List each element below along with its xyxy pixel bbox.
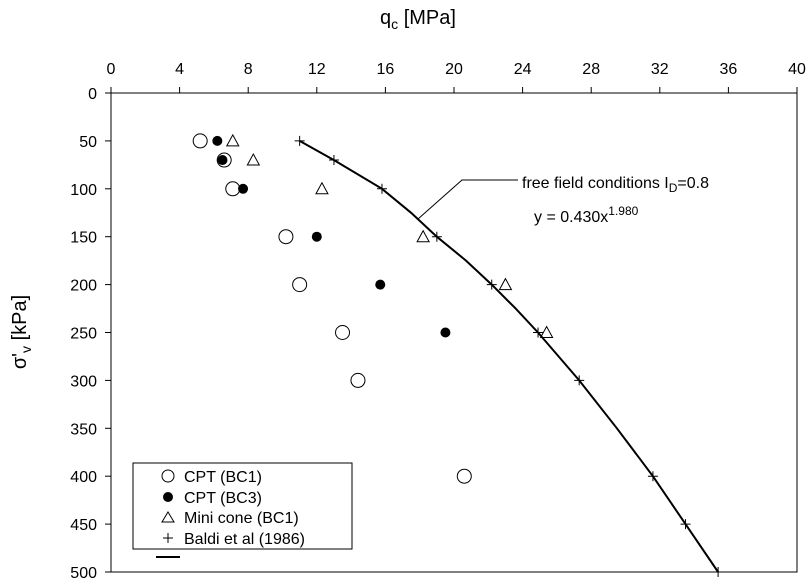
legend-label-1: CPT (BC3) — [184, 490, 262, 507]
mini-cone-point — [225, 133, 240, 147]
y-tick-label: 450 — [70, 517, 97, 534]
legend-marker-open-circle — [161, 469, 175, 483]
cpt-bc1-point — [225, 181, 241, 197]
legend-label-3: Baldi et al (1986) — [184, 531, 305, 548]
y-tick-label: 500 — [70, 565, 97, 582]
cpt-bc1-point — [456, 468, 472, 484]
fit-annotation: free field conditions ID=0.8 y = 0.430x1… — [417, 175, 709, 226]
x-tick-label: 8 — [244, 61, 253, 78]
fit-label: free field conditions ID=0.8 — [522, 175, 709, 195]
x-tick-label: 16 — [377, 61, 395, 78]
y-tick-label: 250 — [70, 326, 97, 343]
mini-cone-point — [246, 153, 261, 166]
x-tick-label: 32 — [651, 61, 669, 78]
legend-marker-open-triangle — [161, 511, 175, 523]
cpt-bc1-point — [335, 325, 351, 340]
legend-label-0: CPT (BC1) — [184, 469, 262, 486]
legend-marker-filled-circle — [163, 492, 173, 502]
x-tick-label: 0 — [107, 61, 116, 78]
mini-cone-point — [498, 277, 513, 291]
y-axis-title: σ'v [kPa] — [9, 295, 34, 369]
cpt-bc3-point — [375, 279, 386, 290]
cpt-bc3-point — [212, 135, 223, 146]
y-tick-label: 300 — [70, 373, 97, 390]
x-tick-label: 20 — [445, 61, 463, 78]
legend-label-2: Mini cone (BC1) — [184, 510, 299, 527]
y-tick-label: 0 — [88, 86, 97, 103]
legend: CPT (BC1) CPT (BC3) Mini cone (BC1) Bald… — [132, 462, 353, 558]
y-tick-label: 350 — [70, 421, 97, 438]
x-axis-ticks: 0 4 8 12 16 20 24 28 32 36 40 — [107, 61, 806, 93]
annotation-leader-line — [417, 179, 518, 220]
x-tick-label: 28 — [582, 61, 600, 78]
x-tick-label: 24 — [514, 61, 532, 78]
baldi-point — [713, 567, 724, 577]
x-tick-label: 40 — [788, 61, 806, 78]
y-tick-label: 150 — [70, 230, 97, 247]
x-axis-title: qc [MPa] — [380, 7, 456, 32]
y-tick-label: 100 — [70, 182, 97, 199]
cpt-bc3-point — [217, 155, 228, 166]
y-axis-ticks: 0 50 100 150 200 250 300 350 400 450 500 — [70, 86, 111, 582]
cpt-bc3-point — [440, 327, 451, 338]
mini-cone-point — [539, 325, 554, 338]
mini-cone-point — [315, 181, 329, 195]
cpt-bc1-point — [292, 277, 308, 293]
mini-cone-point — [416, 229, 430, 243]
cpt-bc1-point — [350, 372, 366, 388]
legend-marker-plus — [163, 533, 173, 543]
data-series — [192, 133, 724, 577]
x-tick-label: 4 — [175, 61, 184, 78]
y-tick-label: 400 — [70, 469, 97, 486]
cpt-bc3-point — [311, 231, 322, 242]
cpt-bc3-point — [238, 183, 249, 194]
x-tick-label: 12 — [308, 61, 326, 78]
y-tick-label: 200 — [70, 278, 97, 295]
fit-equation: y = 0.430x1.980 — [534, 204, 639, 226]
x-tick-label: 36 — [720, 61, 738, 78]
cpt-bc1-point — [278, 229, 294, 245]
fit-curve — [299, 140, 719, 573]
cpt-bc1-point — [192, 133, 208, 149]
y-tick-label: 50 — [79, 134, 97, 151]
